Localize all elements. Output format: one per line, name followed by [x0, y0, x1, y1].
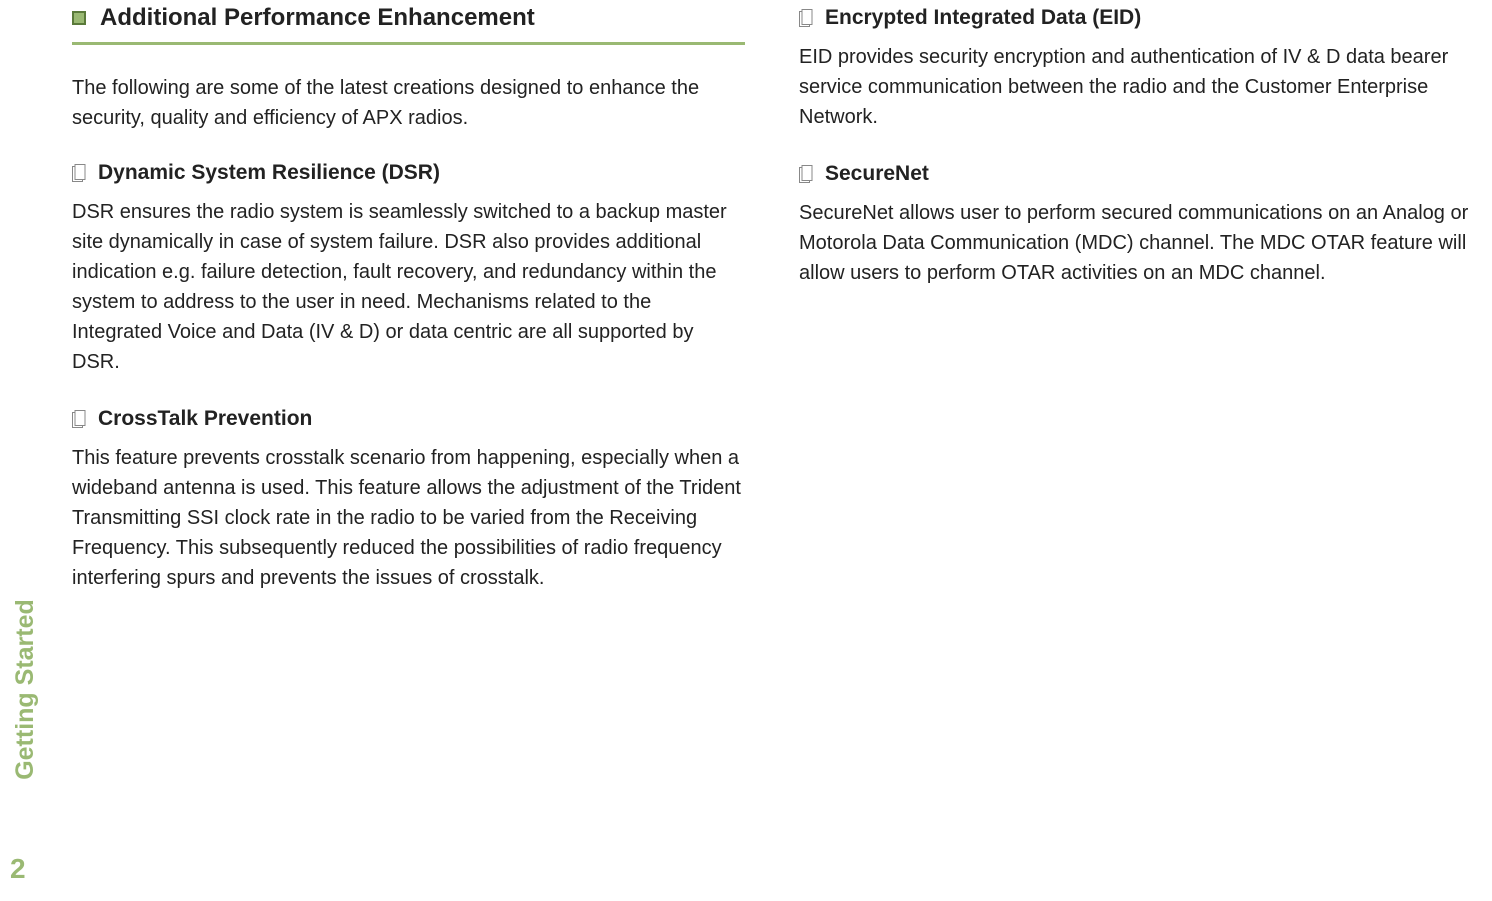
subsection-heading-dsr: Dynamic System Resilience (DSR) — [72, 161, 745, 185]
subsection-heading-crosstalk: CrossTalk Prevention — [72, 407, 745, 431]
page-number: 2 — [10, 853, 26, 885]
section-heading: Additional Performance Enhancement — [72, 4, 745, 45]
subsection-heading-securenet: SecureNet — [799, 162, 1472, 186]
subsection-title: CrossTalk Prevention — [98, 407, 312, 431]
content-area: Additional Performance Enhancement The f… — [72, 0, 1472, 623]
intro-text: The following are some of the latest cre… — [72, 73, 745, 133]
side-tab: Getting Started — [10, 529, 40, 849]
left-column: Additional Performance Enhancement The f… — [72, 0, 745, 623]
subsection-title: SecureNet — [825, 162, 929, 186]
document-icon — [799, 165, 813, 183]
side-tab-label: Getting Started — [11, 599, 40, 780]
square-bullet-icon — [72, 11, 86, 25]
document-icon — [799, 9, 813, 27]
subsection-title: Dynamic System Resilience (DSR) — [98, 161, 440, 185]
subsection-title: Encrypted Integrated Data (EID) — [825, 6, 1141, 30]
subsection-body: This feature prevents crosstalk scenario… — [72, 443, 745, 593]
document-icon — [72, 164, 86, 182]
subsection-body: EID provides security encryption and aut… — [799, 42, 1472, 132]
right-column: Encrypted Integrated Data (EID) EID prov… — [799, 0, 1472, 623]
section-title: Additional Performance Enhancement — [100, 4, 535, 32]
subsection-heading-eid: Encrypted Integrated Data (EID) — [799, 6, 1472, 30]
document-icon — [72, 410, 86, 428]
subsection-body: SecureNet allows user to perform secured… — [799, 198, 1472, 288]
subsection-body: DSR ensures the radio system is seamless… — [72, 197, 745, 377]
